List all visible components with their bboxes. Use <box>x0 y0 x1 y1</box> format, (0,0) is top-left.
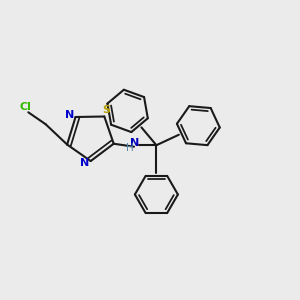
Text: N: N <box>65 110 74 120</box>
Text: Cl: Cl <box>20 102 32 112</box>
Text: H: H <box>126 143 134 153</box>
Text: N: N <box>130 138 140 148</box>
Text: N: N <box>80 158 89 168</box>
Text: S: S <box>102 105 110 115</box>
